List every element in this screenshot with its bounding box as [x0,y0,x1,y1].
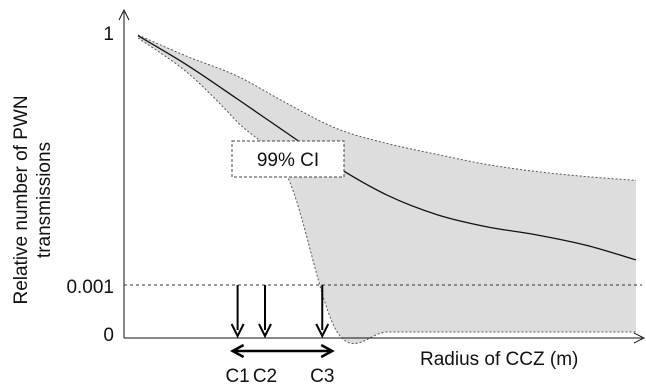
axes [118,8,646,344]
y-axis-title-line-2: transmissions [34,142,55,258]
ci-upper-edge [137,34,637,181]
ci-label-text: 99% CI [257,150,319,171]
y-tick-label-0: 0 [103,325,114,346]
arrow-down-icon [258,323,272,339]
arrow-down-icon [315,323,330,339]
radius-markers: C1 C2 C3 [225,285,335,387]
y-tick-label-0-001: 0.001 [66,277,114,298]
central-line-layer [137,35,637,261]
ci-lower-edge [137,37,636,345]
ci-band-area [138,35,636,344]
central-estimate-line [137,35,637,261]
marker-label-c2: C2 [253,366,277,387]
arrow-right-icon [320,343,335,359]
arrow-down-icon [230,323,245,339]
x-axis-title: Radius of CCZ (m) [420,349,578,370]
arrow-left-icon [230,343,245,359]
ci-label-box [231,140,345,178]
y-axis-title-line-1: Relative number of PWN [11,95,32,304]
y-tick-label-1: 1 [103,24,114,45]
y-axis-arrow-icon [118,8,130,21]
x-axis-arrow-icon [633,332,646,344]
marker-label-c1: C1 [225,366,249,387]
marker-label-c3: C3 [310,366,334,387]
ci-band-layer [137,34,637,345]
